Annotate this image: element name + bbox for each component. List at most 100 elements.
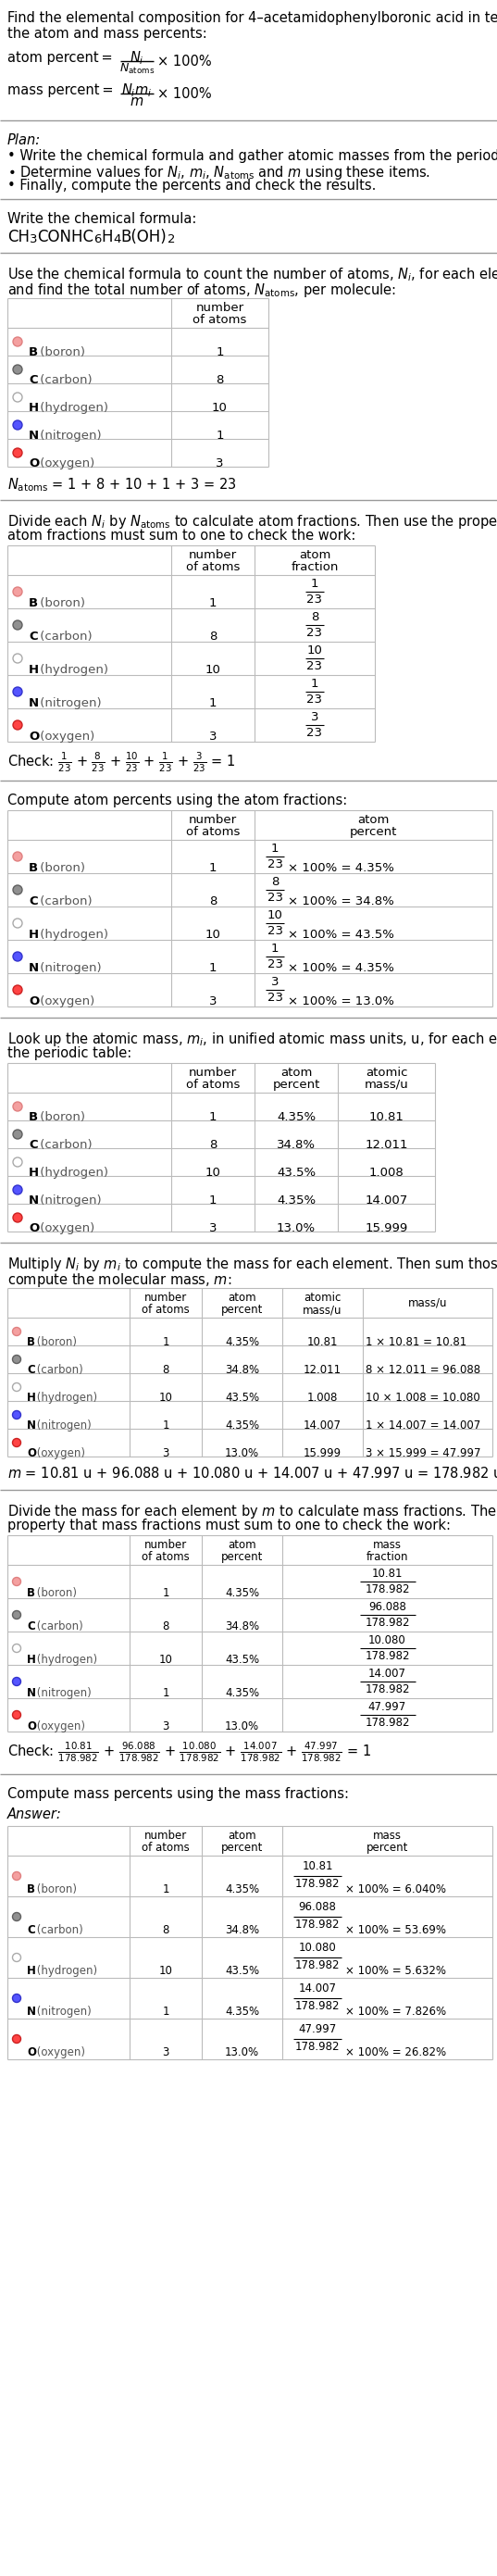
- Text: 1: 1: [162, 2007, 169, 2017]
- Text: atomic: atomic: [365, 1066, 408, 1079]
- Text: (boron): (boron): [36, 598, 85, 611]
- Text: × 100% = 53.69%: × 100% = 53.69%: [345, 1924, 446, 1937]
- Text: O: O: [27, 2045, 36, 2058]
- Text: Divide each $N_i$ by $N_\mathrm{atoms}$ to calculate atom fractions. Then use th: Divide each $N_i$ by $N_\mathrm{atoms}$ …: [7, 513, 497, 531]
- Circle shape: [12, 1994, 21, 2002]
- Text: of atoms: of atoms: [142, 1551, 190, 1564]
- Text: 10.080: 10.080: [299, 1942, 336, 1953]
- Text: atom: atom: [228, 1829, 256, 1842]
- Text: 1: 1: [271, 842, 279, 855]
- Text: H: H: [27, 1391, 36, 1404]
- Text: 8: 8: [162, 1363, 169, 1376]
- Text: 8: 8: [209, 631, 217, 641]
- Text: 3: 3: [209, 732, 217, 742]
- Text: number: number: [189, 549, 237, 562]
- Text: 10.81: 10.81: [369, 1110, 404, 1123]
- Text: 47.997: 47.997: [368, 1700, 407, 1713]
- Text: (carbon): (carbon): [33, 1620, 83, 1633]
- Text: 1: 1: [162, 1587, 169, 1600]
- Text: 10 × 1.008 = 10.080: 10 × 1.008 = 10.080: [366, 1391, 480, 1404]
- Text: 4.35%: 4.35%: [225, 1419, 259, 1432]
- Text: (boron): (boron): [36, 863, 85, 873]
- Text: B: B: [27, 1587, 35, 1600]
- Text: 4.35%: 4.35%: [225, 1687, 259, 1700]
- Circle shape: [12, 1577, 21, 1587]
- Text: (hydrogen): (hydrogen): [36, 402, 108, 415]
- Circle shape: [13, 420, 22, 430]
- Text: CH: CH: [7, 229, 30, 245]
- Text: 3: 3: [162, 2045, 169, 2058]
- Circle shape: [13, 366, 22, 374]
- Circle shape: [13, 688, 22, 696]
- Text: (nitrogen): (nitrogen): [33, 1419, 91, 1432]
- Circle shape: [12, 1610, 21, 1620]
- Text: B: B: [29, 345, 38, 358]
- Text: the atom and mass percents:: the atom and mass percents:: [7, 26, 207, 41]
- Text: fraction: fraction: [366, 1551, 409, 1564]
- Text: $m$ = 10.81 u + 96.088 u + 10.080 u + 14.007 u + 47.997 u = 178.982 u: $m$ = 10.81 u + 96.088 u + 10.080 u + 14…: [7, 1466, 497, 1481]
- Text: C: C: [27, 1363, 35, 1376]
- Text: B: B: [27, 1883, 35, 1896]
- Text: 178.982: 178.982: [295, 2040, 340, 2053]
- Text: (carbon): (carbon): [33, 1924, 83, 1937]
- Text: 1: 1: [209, 698, 217, 708]
- Text: C: C: [29, 374, 38, 386]
- Text: 34.8%: 34.8%: [277, 1139, 316, 1151]
- Text: 13.0%: 13.0%: [277, 1221, 316, 1234]
- Text: H: H: [29, 930, 39, 940]
- Text: B: B: [27, 1337, 35, 1347]
- Text: (carbon): (carbon): [36, 896, 92, 907]
- Circle shape: [12, 1383, 21, 1391]
- Text: atom: atom: [228, 1291, 256, 1303]
- Text: 34.8%: 34.8%: [225, 1620, 259, 1633]
- Text: 1.008: 1.008: [369, 1167, 404, 1180]
- Text: of atoms: of atoms: [186, 562, 240, 574]
- Circle shape: [12, 1643, 21, 1651]
- Text: percent: percent: [221, 1303, 263, 1316]
- Text: atom: atom: [280, 1066, 312, 1079]
- Text: 10: 10: [205, 930, 221, 940]
- Text: of atoms: of atoms: [186, 1079, 240, 1090]
- Text: 8: 8: [209, 1139, 217, 1151]
- Text: 23: 23: [307, 693, 323, 706]
- Circle shape: [12, 2035, 21, 2043]
- Text: 2: 2: [167, 234, 175, 245]
- Text: 8: 8: [216, 374, 224, 386]
- Text: × 100%: × 100%: [158, 54, 212, 70]
- Text: × 100%: × 100%: [158, 88, 212, 100]
- Text: H: H: [29, 402, 39, 415]
- Text: H: H: [27, 1654, 36, 1667]
- Circle shape: [12, 1911, 21, 1922]
- Text: 1: 1: [311, 577, 319, 590]
- Circle shape: [13, 621, 22, 629]
- Text: 15.999: 15.999: [365, 1221, 408, 1234]
- Text: O: O: [29, 1221, 39, 1234]
- Text: 23: 23: [307, 626, 323, 639]
- Text: 178.982: 178.982: [365, 1584, 410, 1595]
- Text: 96.088: 96.088: [299, 1901, 336, 1914]
- Text: N: N: [29, 430, 39, 440]
- Text: Find the elemental composition for 4–acetamidophenylboronic acid in terms of: Find the elemental composition for 4–ace…: [7, 10, 497, 26]
- Text: 178.982: 178.982: [365, 1716, 410, 1728]
- Text: number: number: [196, 301, 244, 314]
- Circle shape: [12, 1710, 21, 1718]
- Text: of atoms: of atoms: [142, 1303, 190, 1316]
- Text: (nitrogen): (nitrogen): [33, 1687, 91, 1700]
- Circle shape: [13, 587, 22, 595]
- Text: of atoms: of atoms: [193, 314, 247, 327]
- Text: number: number: [144, 1829, 187, 1842]
- Circle shape: [13, 1213, 22, 1221]
- Text: 10.81: 10.81: [307, 1337, 338, 1347]
- Circle shape: [13, 853, 22, 860]
- Text: • Finally, compute the percents and check the results.: • Finally, compute the percents and chec…: [7, 178, 376, 193]
- Text: × 100% = 43.5%: × 100% = 43.5%: [288, 930, 394, 940]
- Text: (oxygen): (oxygen): [33, 1448, 85, 1458]
- Text: 10: 10: [267, 909, 283, 922]
- Text: 1: 1: [162, 1337, 169, 1347]
- Text: 4.35%: 4.35%: [225, 1587, 259, 1600]
- Text: 8: 8: [162, 1620, 169, 1633]
- Text: $N_i$: $N_i$: [130, 49, 144, 67]
- Text: 1: 1: [311, 677, 319, 690]
- Text: 96.088: 96.088: [368, 1600, 406, 1613]
- Text: (oxygen): (oxygen): [33, 2045, 85, 2058]
